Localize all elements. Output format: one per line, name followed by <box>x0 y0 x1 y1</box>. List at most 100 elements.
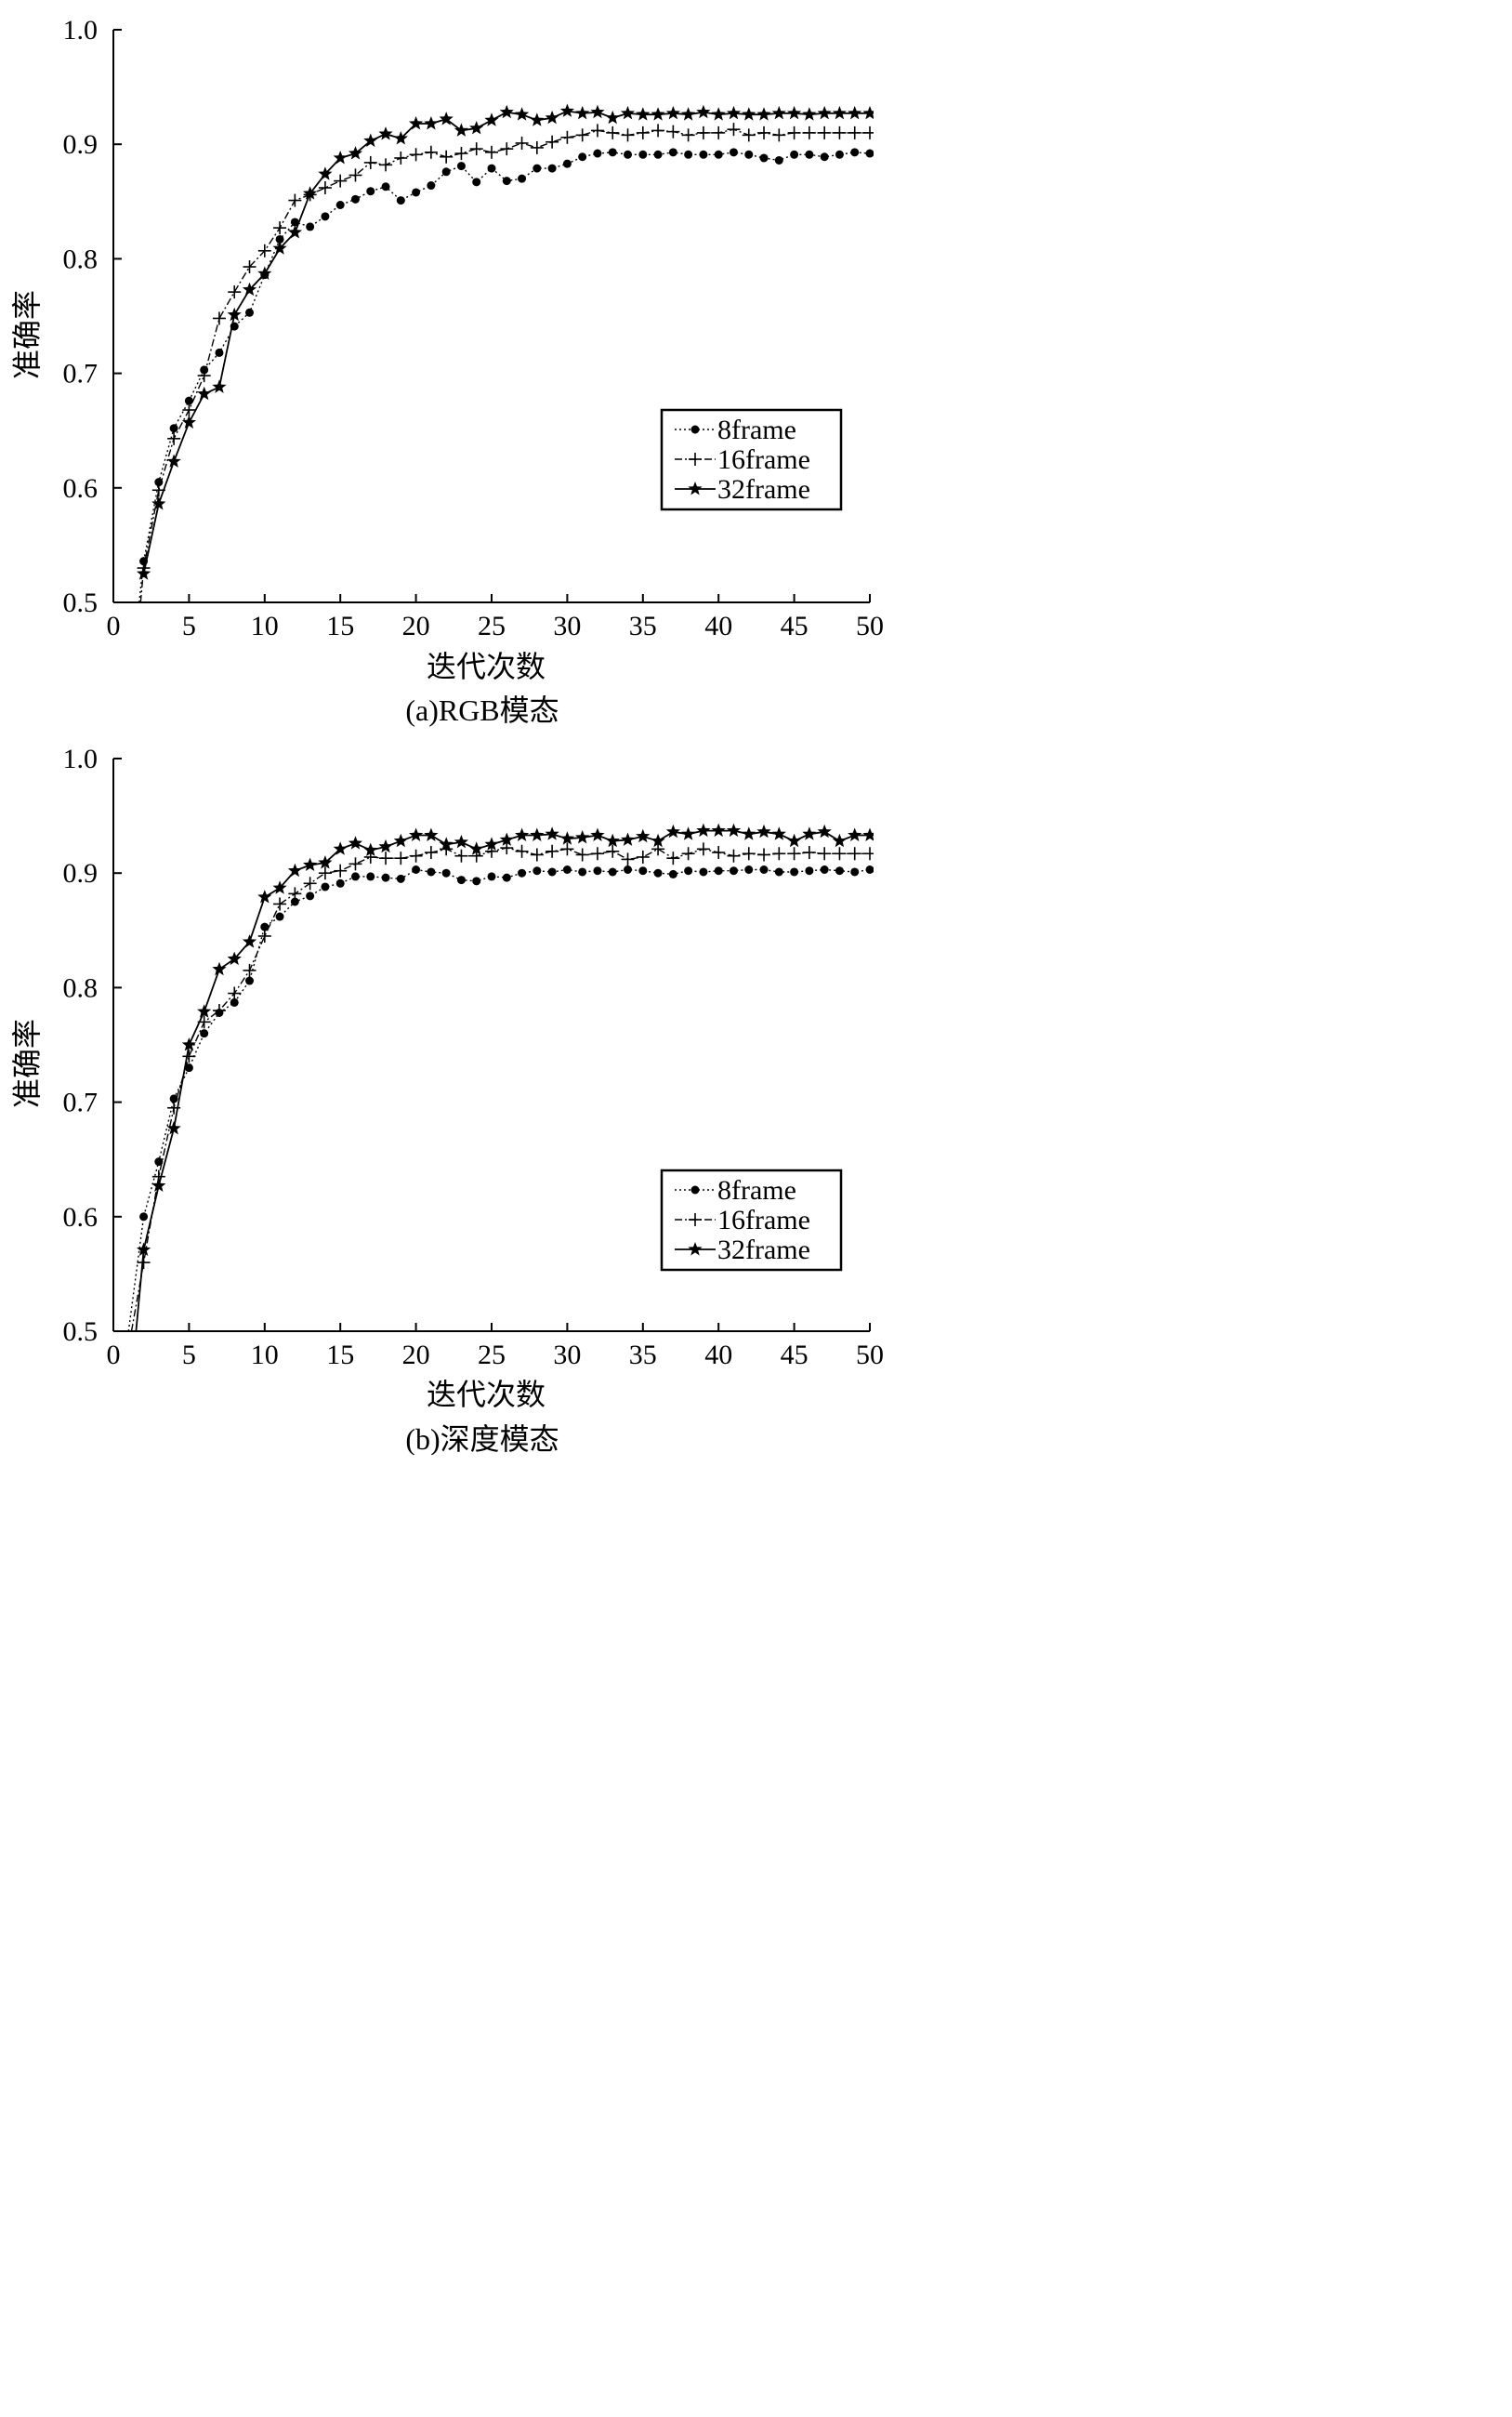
data-point <box>575 830 590 844</box>
legend-marker <box>689 1213 702 1226</box>
data-point <box>260 922 270 931</box>
data-point <box>757 125 771 139</box>
data-point <box>681 826 696 840</box>
data-point <box>651 107 665 121</box>
data-point <box>530 112 545 126</box>
data-point <box>394 852 408 865</box>
legend-marker <box>688 482 703 495</box>
data-point <box>547 867 557 877</box>
data-point <box>560 842 574 856</box>
data-point <box>227 951 242 966</box>
data-point <box>350 194 360 204</box>
data-point <box>412 865 421 875</box>
data-point <box>366 187 375 196</box>
data-point <box>137 1242 151 1256</box>
data-point <box>546 844 559 858</box>
x-axis-title: 迭代次数 <box>427 650 546 683</box>
data-point <box>363 155 377 169</box>
data-point <box>771 826 786 840</box>
data-point <box>424 827 439 841</box>
data-point <box>835 150 844 159</box>
legend-item-8frame: 8frame <box>675 1175 796 1206</box>
data-point <box>139 1212 149 1222</box>
legend-label: 8frame <box>717 1175 796 1206</box>
data-point <box>727 849 741 863</box>
data-point <box>151 496 166 510</box>
series-16frame <box>137 123 874 603</box>
y-tick-label: 0.5 <box>63 588 99 618</box>
data-point <box>487 872 496 881</box>
legend-item-32frame: 32frame <box>675 474 810 505</box>
legend-label: 16frame <box>717 1205 810 1235</box>
data-point <box>424 846 438 860</box>
data-point <box>184 396 193 405</box>
data-point <box>771 105 786 120</box>
data-point <box>578 867 587 877</box>
data-point <box>366 872 375 881</box>
data-point <box>562 865 572 875</box>
data-point <box>546 135 559 149</box>
data-point <box>727 123 741 137</box>
chart-panel-b: 0 5 10 15 20 25 30 35 40 45 50 0.5 0.6 0.7 0.8 0.9 1.0 迭代… <box>10 744 884 1455</box>
data-point <box>427 867 436 877</box>
x-tick-label: 50 <box>856 611 884 641</box>
data-point <box>606 844 620 858</box>
data-point <box>275 234 284 244</box>
data-point <box>818 847 832 861</box>
data-point <box>303 186 318 200</box>
data-point <box>334 864 348 878</box>
data-point <box>169 424 178 433</box>
data-point <box>590 847 604 861</box>
data-point <box>578 152 587 162</box>
series-32frame <box>137 103 874 580</box>
data-point <box>850 148 860 157</box>
data-point <box>242 934 257 948</box>
data-point <box>363 133 378 147</box>
data-point <box>744 865 754 875</box>
legend-label: 32frame <box>717 474 810 505</box>
data-point <box>590 104 605 119</box>
data-point <box>424 116 439 130</box>
x-tick-label: 40 <box>704 611 732 641</box>
y-tick-label: 0.6 <box>63 473 99 504</box>
data-point <box>318 166 333 180</box>
data-point <box>243 260 256 274</box>
x-tick-label: 25 <box>478 611 506 641</box>
data-point <box>545 826 559 840</box>
data-point <box>772 128 786 142</box>
x-tick-label: 5 <box>182 611 196 641</box>
data-point <box>228 986 242 1000</box>
data-point <box>790 867 799 877</box>
data-point <box>696 842 710 856</box>
data-point <box>242 282 257 297</box>
data-point <box>306 222 315 231</box>
data-point <box>424 145 438 159</box>
data-point <box>454 834 468 849</box>
data-point <box>469 121 484 135</box>
x-tick-label: 15 <box>326 1340 354 1370</box>
data-point <box>699 867 708 877</box>
data-point <box>638 866 648 876</box>
data-point <box>197 386 212 401</box>
y-tick-label: 0.7 <box>63 1088 99 1118</box>
data-point <box>651 124 665 138</box>
data-point <box>197 369 211 383</box>
data-point <box>802 846 816 860</box>
data-point <box>805 150 814 159</box>
x-tick-label: 5 <box>182 1340 196 1370</box>
data-point <box>200 1029 209 1038</box>
x-tick-label: 45 <box>781 1340 809 1370</box>
data-point <box>696 125 710 139</box>
x-tick-label: 30 <box>553 1340 581 1370</box>
data-point <box>273 897 287 911</box>
data-point <box>787 833 802 848</box>
data-point <box>787 105 802 120</box>
y-tick-label: 0.8 <box>63 972 99 1003</box>
y-tick-label: 0.7 <box>63 359 99 390</box>
data-point <box>409 849 423 863</box>
data-point <box>711 823 726 838</box>
data-point <box>275 912 284 921</box>
data-point <box>212 1004 226 1018</box>
data-point <box>848 105 862 120</box>
